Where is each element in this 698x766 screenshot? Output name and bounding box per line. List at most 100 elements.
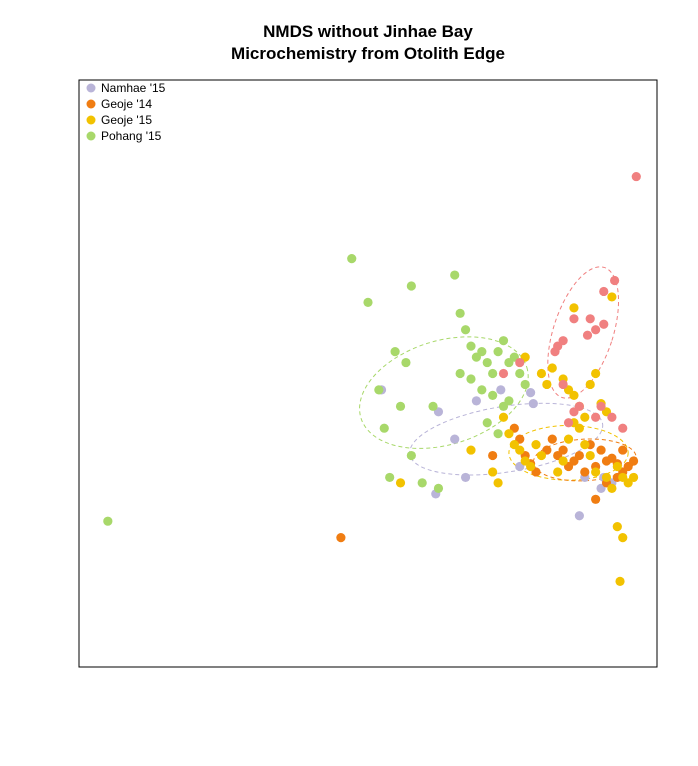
point-s3-16 <box>515 368 525 379</box>
point-s4-16 <box>596 401 606 411</box>
point-s0-3 <box>471 396 481 406</box>
point-s4-6 <box>582 330 593 340</box>
point-s3-21 <box>428 401 438 411</box>
chart-title: NMDS without Jinhae Bay <box>263 22 473 41</box>
point-s4-11 <box>558 379 568 390</box>
point-s3-27 <box>385 472 395 483</box>
point-s4-2 <box>599 286 609 297</box>
point-s2-37 <box>493 478 503 488</box>
legend: Namhae '15 Geoje '14 Geoje '15 Pohang '15 <box>86 81 166 143</box>
point-s0-2 <box>450 434 460 444</box>
point-s2-29 <box>591 467 601 477</box>
point-s3-0 <box>103 516 113 526</box>
point-s3-2 <box>363 297 373 307</box>
point-s4-19 <box>515 357 525 368</box>
legend-label-3: Pohang '15 <box>101 129 162 143</box>
legend-marker-0 <box>86 83 96 93</box>
point-s1-8 <box>547 434 557 444</box>
point-s3-33 <box>504 396 514 406</box>
point-s0-4 <box>496 385 506 395</box>
point-s1-0 <box>336 533 346 543</box>
point-s2-15 <box>504 429 514 439</box>
ellipse-4 <box>359 336 529 449</box>
point-s3-20 <box>395 401 406 411</box>
point-s3-19 <box>374 385 384 395</box>
point-s2-26 <box>574 423 584 433</box>
point-s3-32 <box>482 418 492 428</box>
point-s1-21 <box>618 445 628 455</box>
point-s3-23 <box>477 385 487 395</box>
point-s2-43 <box>395 478 406 488</box>
point-s0-14 <box>574 511 584 521</box>
point-s2-28 <box>585 450 595 461</box>
point-s4-0 <box>631 171 641 182</box>
point-s4-12 <box>563 418 574 428</box>
point-s4-20 <box>498 368 509 379</box>
point-s3-13 <box>498 336 509 346</box>
point-s3-10 <box>482 357 492 368</box>
point-s3-24 <box>488 390 498 400</box>
legend-label-0: Namhae '15 <box>101 81 166 95</box>
legend-marker-2 <box>86 115 96 125</box>
point-s2-17 <box>515 445 525 455</box>
point-s2-14 <box>498 412 509 422</box>
point-s2-19 <box>526 461 536 472</box>
point-s2-10 <box>585 379 595 390</box>
point-s3-1 <box>347 254 357 264</box>
point-s3-18 <box>401 357 411 368</box>
point-s2-38 <box>466 445 476 455</box>
point-s1-14 <box>580 467 590 477</box>
point-s2-9 <box>580 412 590 422</box>
point-s2-7 <box>569 390 579 400</box>
point-s3-6 <box>460 325 471 335</box>
point-s2-27 <box>580 440 590 450</box>
point-s1-13 <box>574 450 584 461</box>
point-s4-15 <box>591 412 601 422</box>
point-s0-6 <box>528 398 538 409</box>
data-points <box>103 171 641 586</box>
ellipse-0 <box>547 266 620 399</box>
point-s4-5 <box>599 319 609 329</box>
point-s2-21 <box>536 450 547 461</box>
point-s1-17 <box>596 445 606 455</box>
point-s1-1 <box>488 450 498 461</box>
point-s4-4 <box>591 325 601 335</box>
point-s4-1 <box>610 275 620 286</box>
point-s3-29 <box>417 478 427 488</box>
point-s3-12 <box>493 347 503 357</box>
point-s3-26 <box>520 379 530 390</box>
point-s2-30 <box>601 472 612 483</box>
point-s2-35 <box>628 472 639 483</box>
point-s3-34 <box>379 423 389 433</box>
point-s4-18 <box>618 423 628 433</box>
point-s3-7 <box>466 341 476 351</box>
point-s2-36 <box>488 467 498 477</box>
point-s3-11 <box>488 368 498 379</box>
point-s2-11 <box>591 368 601 379</box>
point-s1-10 <box>558 445 568 455</box>
point-s3-30 <box>433 483 444 493</box>
legend-label-1: Geoje '14 <box>101 97 152 111</box>
point-s1-23 <box>628 456 639 466</box>
point-s2-32 <box>612 461 622 472</box>
legend-marker-3 <box>86 131 96 141</box>
point-s4-17 <box>607 412 617 422</box>
point-s2-31 <box>607 483 617 493</box>
point-s4-10 <box>550 347 560 357</box>
chart-subtitle: Microchemistry from Otolith Edge <box>231 44 505 63</box>
point-s0-9 <box>460 472 471 483</box>
legend-marker-1 <box>86 99 96 109</box>
point-s4-14 <box>574 401 584 411</box>
point-s2-23 <box>558 456 568 466</box>
legend-label-2: Geoje '15 <box>101 113 152 127</box>
point-s3-17 <box>390 347 400 357</box>
point-s3-4 <box>450 270 460 280</box>
point-s3-5 <box>455 308 465 318</box>
point-s2-24 <box>563 434 574 444</box>
point-s1-26 <box>591 494 601 504</box>
point-s2-3 <box>542 379 552 390</box>
point-s3-3 <box>406 281 416 291</box>
point-s2-0 <box>569 303 579 313</box>
point-s2-40 <box>612 522 622 532</box>
